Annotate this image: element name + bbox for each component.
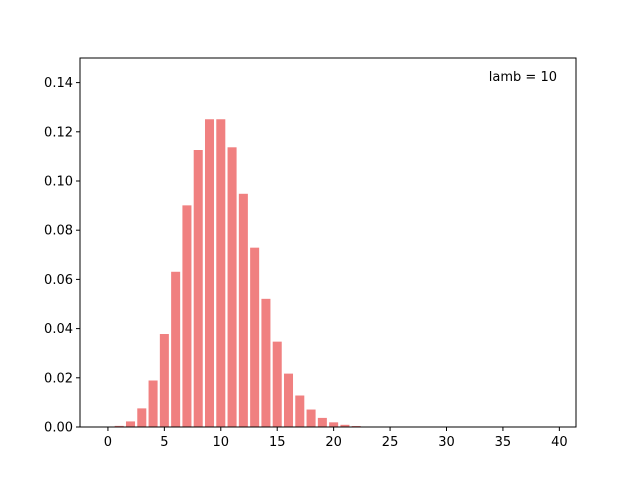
annotation: lamb = 10 — [489, 70, 557, 85]
bar — [205, 119, 214, 427]
bar — [216, 119, 225, 427]
x-tick-label: 0 — [104, 435, 112, 450]
plot-frame — [80, 58, 576, 427]
x-tick-label: 40 — [551, 435, 568, 450]
x-tick-label: 35 — [495, 435, 512, 450]
bar — [171, 272, 180, 427]
bar — [318, 418, 327, 427]
bar — [250, 248, 259, 427]
bar — [137, 408, 146, 427]
y-tick-label: 0.14 — [44, 76, 73, 91]
bar — [194, 150, 203, 427]
bar — [182, 205, 191, 427]
x-tick-label: 5 — [160, 435, 168, 450]
x-tick-label: 30 — [438, 435, 455, 450]
x-tick-label: 10 — [213, 435, 230, 450]
bar — [273, 342, 282, 427]
y-tick-label: 0.08 — [44, 224, 73, 239]
y-tick-label: 0.00 — [44, 421, 73, 436]
bar — [295, 396, 304, 427]
bar — [160, 334, 169, 427]
y-tick-label: 0.12 — [44, 125, 73, 140]
y-tick-label: 0.04 — [44, 322, 73, 337]
bar — [126, 421, 135, 427]
bar — [149, 381, 158, 427]
bar — [307, 410, 316, 427]
bar — [228, 147, 237, 427]
bar — [284, 374, 293, 427]
bar — [329, 422, 338, 427]
x-tick-label: 15 — [269, 435, 286, 450]
x-tick-label: 25 — [382, 435, 399, 450]
bar — [239, 194, 248, 427]
y-tick-label: 0.06 — [44, 273, 73, 288]
x-tick-label: 20 — [325, 435, 342, 450]
bar — [261, 299, 270, 427]
y-tick-label: 0.10 — [44, 175, 73, 190]
y-tick-label: 0.02 — [44, 371, 73, 386]
